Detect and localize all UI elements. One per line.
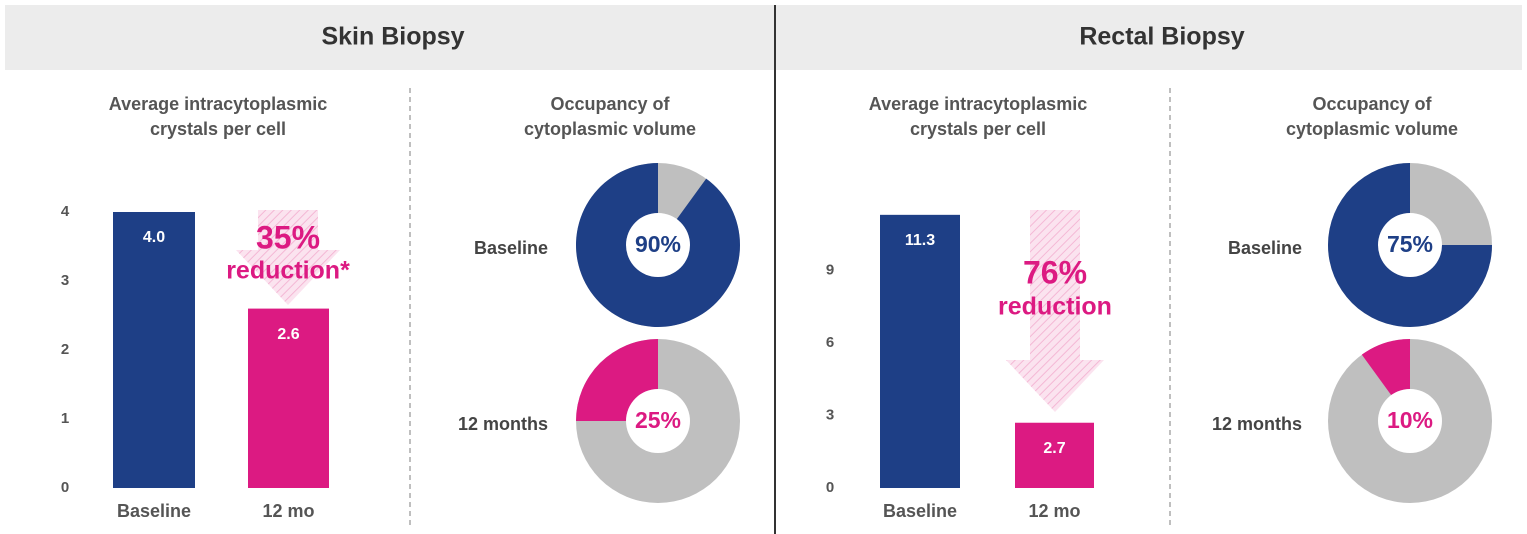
value-label: 75%	[1387, 231, 1433, 257]
donut-hole	[1378, 389, 1442, 453]
value-label: 2.7	[1043, 440, 1065, 457]
bar	[113, 212, 195, 488]
category-label: Baseline	[1228, 238, 1302, 258]
donut-hole	[626, 389, 690, 453]
chart-title: crystals per cell	[910, 119, 1046, 139]
header-band	[5, 5, 1522, 70]
y-tick-label: 3	[826, 406, 834, 423]
chart-title: cytoplasmic volume	[1286, 119, 1458, 139]
category-label: Baseline	[474, 238, 548, 258]
y-tick-label: 0	[826, 479, 834, 496]
chart-title: Occupancy of	[550, 94, 670, 114]
section-title: Skin Biopsy	[321, 23, 464, 51]
value-label: 11.3	[905, 232, 935, 249]
annotation: reduction*	[226, 257, 350, 285]
category-label: 12 months	[458, 414, 548, 434]
y-tick-label: 3	[61, 272, 69, 289]
value-label: 4.0	[143, 229, 165, 246]
value-label: 2.6	[277, 326, 299, 343]
y-tick-label: 2	[61, 341, 69, 358]
donut-hole	[1378, 213, 1442, 277]
x-tick-label: 12 mo	[1028, 501, 1080, 521]
annotation: 76%	[1023, 254, 1087, 290]
y-tick-label: 6	[826, 334, 834, 351]
y-tick-label: 0	[61, 479, 69, 496]
annotation: 35%	[256, 219, 320, 255]
bar	[880, 214, 960, 488]
chart-title: Average intracytoplasmic	[109, 94, 327, 114]
reduction-arrow	[236, 210, 340, 305]
y-tick-label: 1	[61, 410, 69, 427]
donut-hole	[626, 213, 690, 277]
y-tick-label: 4	[61, 203, 70, 220]
chart-title: Average intracytoplasmic	[869, 94, 1087, 114]
bar	[1015, 422, 1094, 488]
chart-title: Occupancy of	[1312, 94, 1432, 114]
chart-title: cytoplasmic volume	[524, 119, 696, 139]
category-label: 12 months	[1212, 414, 1302, 434]
x-tick-label: Baseline	[883, 501, 957, 521]
annotation: reduction	[998, 293, 1112, 321]
bar	[248, 308, 329, 488]
value-label: 10%	[1387, 407, 1433, 433]
chart-title: crystals per cell	[150, 119, 286, 139]
x-tick-label: 12 mo	[262, 501, 314, 521]
value-label: 25%	[635, 407, 681, 433]
reduction-arrow	[1006, 210, 1104, 412]
value-label: 90%	[635, 231, 681, 257]
x-tick-label: Baseline	[117, 501, 191, 521]
section-title: Rectal Biopsy	[1079, 23, 1244, 51]
y-tick-label: 9	[826, 261, 834, 278]
